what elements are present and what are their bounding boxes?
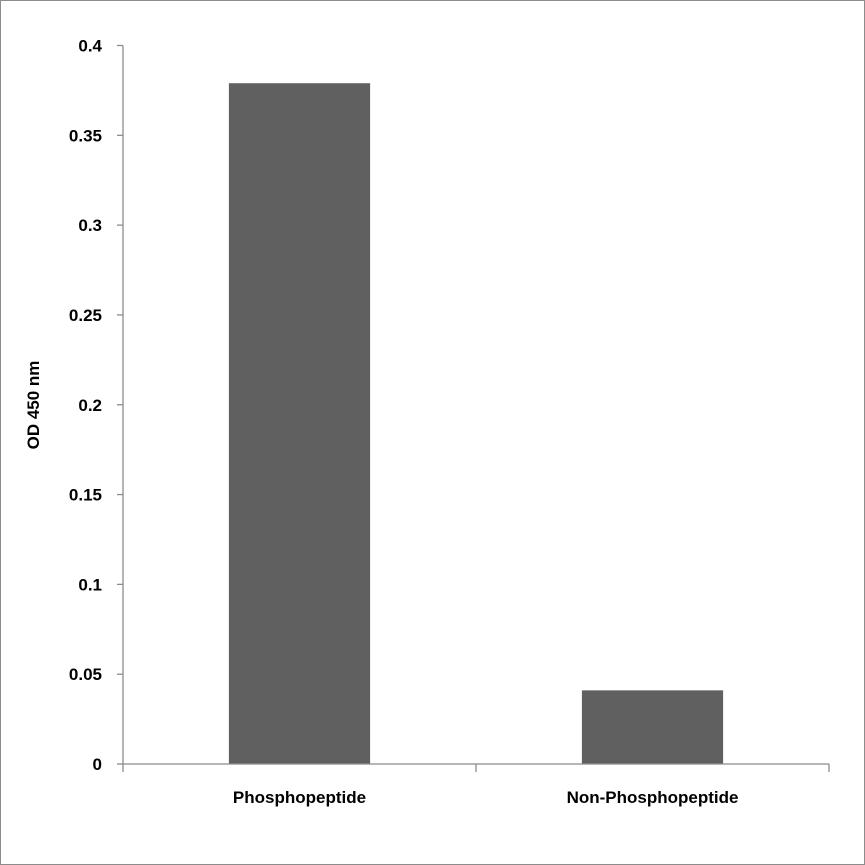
y-tick-label: 0.35 [69, 126, 102, 145]
x-tick-label: Non-Phosphopeptide [567, 788, 739, 807]
x-tick-label: Phosphopeptide [233, 788, 366, 807]
bar-non-phosphopeptide [581, 690, 724, 764]
y-tick-label: 0.25 [69, 306, 102, 325]
y-tick-label: 0.3 [78, 216, 102, 235]
y-tick-label: 0 [93, 755, 102, 774]
y-axis-label: OD 450 nm [24, 361, 43, 450]
y-tick-label: 0.15 [69, 486, 102, 505]
y-tick-label: 0.05 [69, 665, 102, 684]
y-tick-label: 0.2 [78, 396, 102, 415]
y-tick-label: 0.1 [78, 575, 102, 594]
bar-phosphopeptide [228, 83, 371, 764]
y-tick-label: 0.4 [78, 37, 102, 56]
